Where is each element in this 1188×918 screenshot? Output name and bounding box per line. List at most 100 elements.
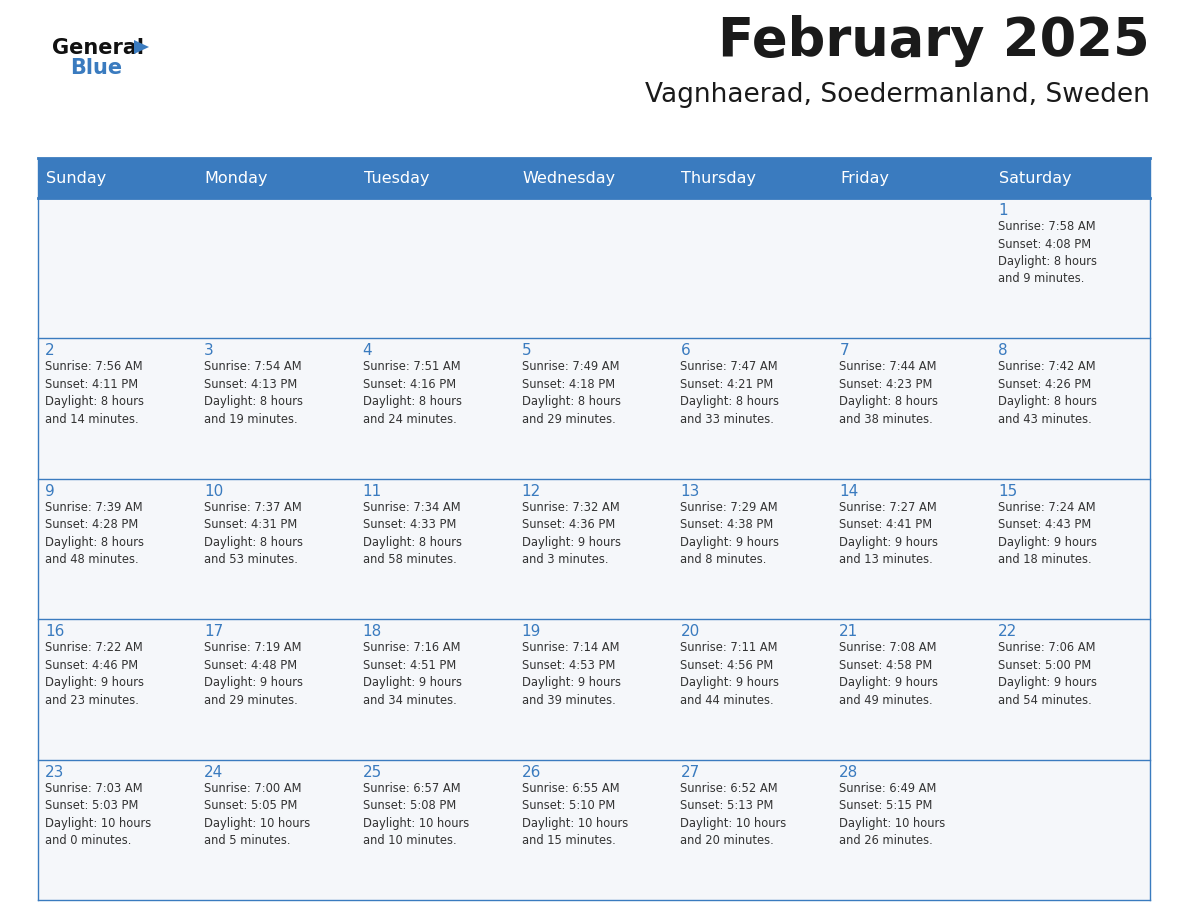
Text: General: General [52,38,144,58]
Text: 15: 15 [998,484,1017,498]
Text: 13: 13 [681,484,700,498]
Bar [514,620,674,759]
Bar [833,620,991,759]
Bar [514,479,674,620]
Bar [674,198,833,339]
Bar [833,759,991,900]
Text: February 2025: February 2025 [719,15,1150,67]
Bar [197,620,355,759]
Text: Sunrise: 7:56 AM
Sunset: 4:11 PM
Daylight: 8 hours
and 14 minutes.: Sunrise: 7:56 AM Sunset: 4:11 PM Dayligh… [45,361,144,426]
Polygon shape [134,40,148,54]
Bar [197,198,355,339]
Text: Sunrise: 7:34 AM
Sunset: 4:33 PM
Daylight: 8 hours
and 58 minutes.: Sunrise: 7:34 AM Sunset: 4:33 PM Dayligh… [362,501,462,566]
Text: Sunrise: 6:57 AM
Sunset: 5:08 PM
Daylight: 10 hours
and 10 minutes.: Sunrise: 6:57 AM Sunset: 5:08 PM Dayligh… [362,781,469,847]
Text: Sunday: Sunday [46,171,106,185]
Text: 3: 3 [204,343,214,358]
Bar [355,759,514,900]
Text: 20: 20 [681,624,700,639]
Text: Sunrise: 7:37 AM
Sunset: 4:31 PM
Daylight: 8 hours
and 53 minutes.: Sunrise: 7:37 AM Sunset: 4:31 PM Dayligh… [204,501,303,566]
Bar [38,339,197,479]
Bar [514,198,674,339]
Text: Sunrise: 6:52 AM
Sunset: 5:13 PM
Daylight: 10 hours
and 20 minutes.: Sunrise: 6:52 AM Sunset: 5:13 PM Dayligh… [681,781,786,847]
Text: Sunrise: 7:08 AM
Sunset: 4:58 PM
Daylight: 9 hours
and 49 minutes.: Sunrise: 7:08 AM Sunset: 4:58 PM Dayligh… [839,641,939,707]
Text: Sunrise: 7:16 AM
Sunset: 4:51 PM
Daylight: 9 hours
and 34 minutes.: Sunrise: 7:16 AM Sunset: 4:51 PM Dayligh… [362,641,462,707]
Text: 12: 12 [522,484,541,498]
Bar [833,479,991,620]
Text: Sunrise: 6:55 AM
Sunset: 5:10 PM
Daylight: 10 hours
and 15 minutes.: Sunrise: 6:55 AM Sunset: 5:10 PM Dayligh… [522,781,627,847]
Text: Sunrise: 7:32 AM
Sunset: 4:36 PM
Daylight: 9 hours
and 3 minutes.: Sunrise: 7:32 AM Sunset: 4:36 PM Dayligh… [522,501,620,566]
Text: Blue: Blue [70,58,122,78]
Text: Sunrise: 7:49 AM
Sunset: 4:18 PM
Daylight: 8 hours
and 29 minutes.: Sunrise: 7:49 AM Sunset: 4:18 PM Dayligh… [522,361,620,426]
Bar [38,158,197,198]
Text: 26: 26 [522,765,541,779]
Text: 17: 17 [204,624,223,639]
Text: 9: 9 [45,484,55,498]
Text: 16: 16 [45,624,64,639]
Text: 10: 10 [204,484,223,498]
Text: 25: 25 [362,765,383,779]
Bar [197,339,355,479]
Bar [991,198,1150,339]
Text: 14: 14 [839,484,859,498]
Text: 21: 21 [839,624,859,639]
Bar [833,158,991,198]
Text: Sunrise: 7:03 AM
Sunset: 5:03 PM
Daylight: 10 hours
and 0 minutes.: Sunrise: 7:03 AM Sunset: 5:03 PM Dayligh… [45,781,151,847]
Bar [674,158,833,198]
Text: Sunrise: 7:27 AM
Sunset: 4:41 PM
Daylight: 9 hours
and 13 minutes.: Sunrise: 7:27 AM Sunset: 4:41 PM Dayligh… [839,501,939,566]
Text: Sunrise: 7:00 AM
Sunset: 5:05 PM
Daylight: 10 hours
and 5 minutes.: Sunrise: 7:00 AM Sunset: 5:05 PM Dayligh… [204,781,310,847]
Text: Sunrise: 7:42 AM
Sunset: 4:26 PM
Daylight: 8 hours
and 43 minutes.: Sunrise: 7:42 AM Sunset: 4:26 PM Dayligh… [998,361,1098,426]
Bar [674,339,833,479]
Text: Sunrise: 7:19 AM
Sunset: 4:48 PM
Daylight: 9 hours
and 29 minutes.: Sunrise: 7:19 AM Sunset: 4:48 PM Dayligh… [204,641,303,707]
Bar [991,479,1150,620]
Bar [197,759,355,900]
Text: 5: 5 [522,343,531,358]
Bar [674,759,833,900]
Text: 19: 19 [522,624,541,639]
Bar [991,339,1150,479]
Bar [38,759,197,900]
Text: Thursday: Thursday [682,171,757,185]
Text: 23: 23 [45,765,64,779]
Text: Sunrise: 7:14 AM
Sunset: 4:53 PM
Daylight: 9 hours
and 39 minutes.: Sunrise: 7:14 AM Sunset: 4:53 PM Dayligh… [522,641,620,707]
Bar [991,620,1150,759]
Text: Vagnhaerad, Soedermanland, Sweden: Vagnhaerad, Soedermanland, Sweden [645,82,1150,108]
Bar [355,479,514,620]
Text: 1: 1 [998,203,1007,218]
Bar [38,620,197,759]
Bar [514,158,674,198]
Text: 11: 11 [362,484,383,498]
Text: Tuesday: Tuesday [364,171,429,185]
Text: Sunrise: 7:51 AM
Sunset: 4:16 PM
Daylight: 8 hours
and 24 minutes.: Sunrise: 7:51 AM Sunset: 4:16 PM Dayligh… [362,361,462,426]
Text: Sunrise: 7:39 AM
Sunset: 4:28 PM
Daylight: 8 hours
and 48 minutes.: Sunrise: 7:39 AM Sunset: 4:28 PM Dayligh… [45,501,144,566]
Bar [355,158,514,198]
Text: Sunrise: 7:47 AM
Sunset: 4:21 PM
Daylight: 8 hours
and 33 minutes.: Sunrise: 7:47 AM Sunset: 4:21 PM Dayligh… [681,361,779,426]
Bar [38,479,197,620]
Text: Sunrise: 7:29 AM
Sunset: 4:38 PM
Daylight: 9 hours
and 8 minutes.: Sunrise: 7:29 AM Sunset: 4:38 PM Dayligh… [681,501,779,566]
Bar [991,158,1150,198]
Bar [197,158,355,198]
Text: Sunrise: 7:54 AM
Sunset: 4:13 PM
Daylight: 8 hours
and 19 minutes.: Sunrise: 7:54 AM Sunset: 4:13 PM Dayligh… [204,361,303,426]
Text: 22: 22 [998,624,1017,639]
Bar [514,759,674,900]
Text: 2: 2 [45,343,55,358]
Bar [197,479,355,620]
Bar [991,759,1150,900]
Text: 6: 6 [681,343,690,358]
Text: 7: 7 [839,343,849,358]
Text: Wednesday: Wednesday [523,171,615,185]
Text: Sunrise: 7:58 AM
Sunset: 4:08 PM
Daylight: 8 hours
and 9 minutes.: Sunrise: 7:58 AM Sunset: 4:08 PM Dayligh… [998,220,1098,285]
Bar [355,339,514,479]
Text: 27: 27 [681,765,700,779]
Text: Monday: Monday [204,171,268,185]
Text: Saturday: Saturday [999,171,1072,185]
Bar [38,198,197,339]
Text: Sunrise: 7:44 AM
Sunset: 4:23 PM
Daylight: 8 hours
and 38 minutes.: Sunrise: 7:44 AM Sunset: 4:23 PM Dayligh… [839,361,939,426]
Text: 18: 18 [362,624,383,639]
Bar [514,339,674,479]
Text: Sunrise: 6:49 AM
Sunset: 5:15 PM
Daylight: 10 hours
and 26 minutes.: Sunrise: 6:49 AM Sunset: 5:15 PM Dayligh… [839,781,946,847]
Bar [833,198,991,339]
Text: Sunrise: 7:24 AM
Sunset: 4:43 PM
Daylight: 9 hours
and 18 minutes.: Sunrise: 7:24 AM Sunset: 4:43 PM Dayligh… [998,501,1098,566]
Text: Friday: Friday [840,171,890,185]
Bar [355,620,514,759]
Text: 8: 8 [998,343,1007,358]
